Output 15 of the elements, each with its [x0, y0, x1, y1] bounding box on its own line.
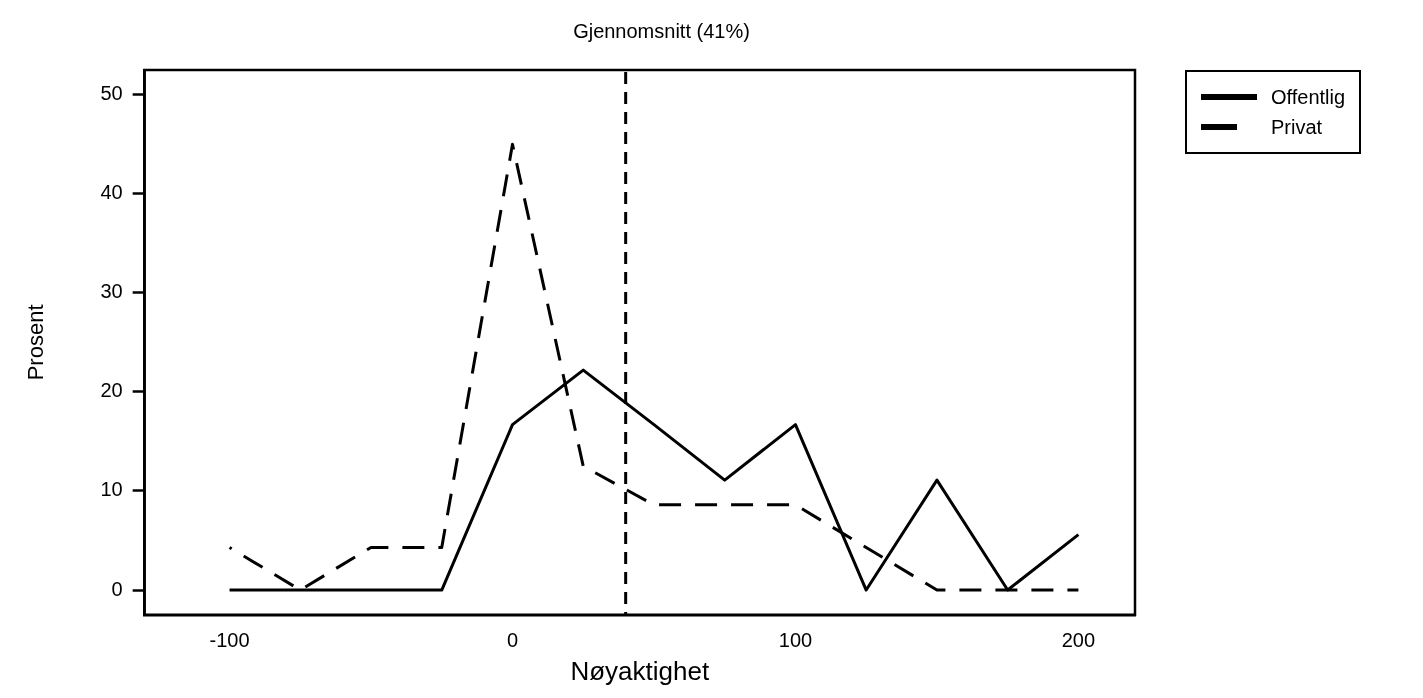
x-tick-label: -100: [209, 629, 250, 652]
x-tick-label: 100: [778, 629, 813, 652]
y-tick-label: 50: [100, 82, 123, 105]
x-tick-label: 200: [1061, 629, 1096, 652]
y-tick-label: 20: [100, 379, 123, 402]
legend-label: Privat: [1271, 115, 1323, 139]
y-tick-label: 40: [100, 181, 123, 204]
chart-title: Gjennomsnitt (41%): [572, 20, 751, 43]
y-tick-label: 10: [100, 478, 123, 501]
x-axis-title: Nøyaktighet: [570, 655, 710, 686]
y-tick-label: 30: [100, 280, 123, 303]
x-tick-label: 0: [506, 629, 519, 652]
y-axis-title: Prosent: [23, 304, 49, 381]
legend-label: Offentlig: [1271, 85, 1346, 109]
y-tick-label: 0: [111, 577, 123, 600]
